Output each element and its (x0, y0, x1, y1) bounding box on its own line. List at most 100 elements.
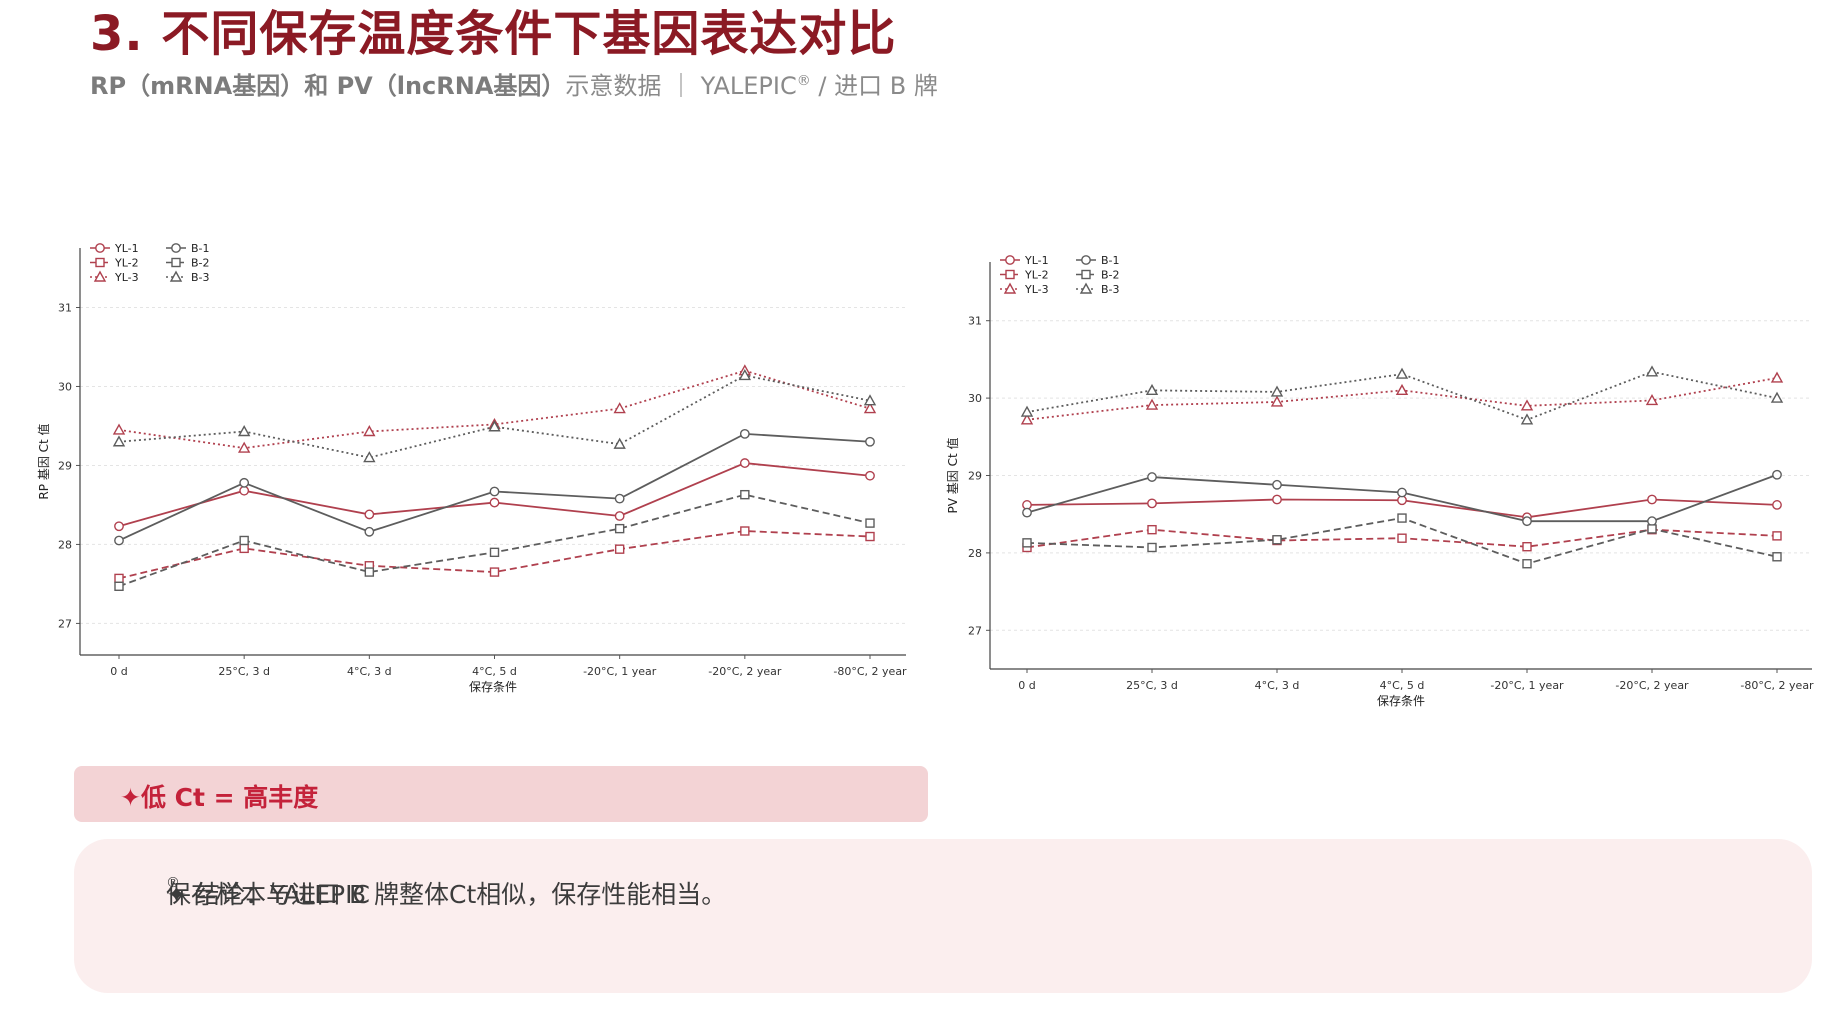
x-tick-label: -20°C, 2 year (1615, 679, 1689, 692)
y-tick-label: 29 (968, 470, 982, 483)
data-point (1647, 494, 1657, 505)
x-tick-label: -80°C, 2 year (1740, 679, 1814, 692)
y-tick-label: 28 (968, 547, 982, 560)
page-subtitle: RP（mRNA基因）和 PV（lncRNA基因）示意数据 ｜ YALEPIC® … (90, 66, 938, 101)
series-b-1 (1022, 469, 1782, 527)
x-axis-label: 保存条件 (469, 680, 517, 694)
series-b-3 (112, 368, 877, 463)
y-tick-label: 30 (968, 392, 982, 405)
data-point (1645, 393, 1659, 406)
data-point (1020, 405, 1034, 417)
data-point (865, 470, 875, 481)
data-point (613, 402, 626, 414)
data-point (489, 497, 500, 508)
data-point (1272, 494, 1282, 505)
legend-marker (95, 243, 105, 253)
legend-label: YL-3 (1024, 283, 1049, 296)
y-tick-label: 31 (968, 315, 982, 328)
x-tick-label: 4°C, 3 d (1255, 679, 1300, 692)
data-point (740, 526, 750, 536)
x-tick-label: -20°C, 1 year (583, 665, 657, 678)
data-point (1272, 479, 1282, 490)
pv-ct-line-chart: 27 28 29 30 31 0 d 25°C, 3 d 4°C, 3 d 4°C, 5 d -2… (945, 254, 1814, 708)
y-tick-label: 27 (968, 624, 982, 637)
data-point (614, 511, 625, 521)
series-yl-3 (112, 364, 877, 453)
subtitle-genes: RP（mRNA基因）和 PV（lncRNA基因） (90, 72, 566, 100)
series-b-2 (114, 489, 875, 591)
y-tick-label: 30 (58, 380, 72, 393)
data-point (114, 535, 124, 546)
data-point (1520, 399, 1534, 411)
legend-label: B-2 (1101, 269, 1120, 282)
data-point (112, 423, 126, 435)
data-point (488, 420, 501, 432)
data-point (363, 425, 376, 437)
data-point (112, 435, 126, 447)
data-point (1395, 383, 1409, 396)
data-point (1270, 385, 1284, 397)
x-tick-label: 4°C, 3 d (347, 665, 392, 678)
legend-label: B-3 (1101, 283, 1120, 296)
legend-marker (171, 257, 181, 268)
low-ct-callout: ✦低 Ct = 高丰度 (74, 766, 928, 822)
data-point (1770, 391, 1784, 403)
data-point (739, 458, 750, 468)
data-point (237, 441, 251, 453)
data-point (1772, 531, 1782, 541)
y-tick-label: 29 (58, 459, 72, 472)
data-point (1647, 524, 1657, 534)
data-point (739, 428, 750, 439)
data-point (1397, 513, 1407, 523)
legend-label: YL-2 (114, 257, 139, 270)
legend-marker (1005, 255, 1015, 265)
legend-marker (1081, 255, 1091, 265)
subtitle-mid: 示意数据 ｜ YALEPIC (565, 72, 797, 100)
data-point (1147, 472, 1157, 482)
data-point (114, 521, 124, 532)
data-point (114, 581, 124, 591)
data-point (237, 425, 251, 437)
conclusion-prefix: ✦ 结论：YALEPIC (166, 880, 370, 909)
data-point (239, 477, 250, 488)
legend-label: YL-1 (114, 242, 139, 255)
y-tick-label: 28 (58, 538, 72, 551)
series-yl-3 (1020, 371, 1784, 425)
conclusion-box: ✦ 结论：YALEPIC ® 保存样本与进口 B 牌整体Ct相似，保存性能相当。 (74, 839, 1812, 993)
data-point (239, 485, 250, 496)
y-tick-label: 27 (58, 617, 72, 630)
x-axis-label: 保存条件 (1377, 694, 1425, 708)
low-ct-callout-text: ✦低 Ct = 高丰度 (120, 783, 319, 812)
data-point (1770, 371, 1784, 383)
data-point (239, 543, 249, 554)
legend-marker (95, 257, 105, 268)
legend-marker (1081, 269, 1091, 280)
legend-marker (1005, 269, 1015, 280)
x-tick-label: -20°C, 1 year (1490, 679, 1564, 692)
data-point (1772, 469, 1782, 480)
x-tick-label: 25°C, 3 d (218, 665, 270, 678)
data-point (1522, 516, 1532, 527)
data-point (740, 489, 750, 500)
y-tick-label: 31 (58, 301, 72, 314)
data-point (114, 573, 124, 584)
legend-marker (171, 243, 181, 253)
data-point (1272, 535, 1282, 545)
data-point (738, 368, 752, 381)
x-tick-label: -20°C, 2 year (708, 665, 782, 678)
series-line (1026, 370, 1778, 421)
conclusion-registered-mark: ® (166, 875, 180, 891)
series-yl-2 (1022, 524, 1782, 553)
data-point (1022, 507, 1032, 518)
data-point (865, 436, 875, 447)
subtitle-registered-mark: ® (796, 73, 811, 89)
data-point (363, 451, 376, 463)
conclusion-suffix: 保存样本与进口 B 牌整体Ct相似，保存性能相当。 (166, 880, 727, 909)
data-point (1147, 524, 1157, 535)
data-point (1397, 487, 1407, 498)
x-tick-label: 4°C, 5 d (472, 665, 517, 678)
data-point (1520, 413, 1534, 425)
pv-chart-body: 27 28 29 30 31 0 d 25°C, 3 d 4°C, 3 d 4°C, 5 d -2… (945, 254, 1814, 708)
data-point (1645, 365, 1659, 377)
data-point (489, 567, 500, 577)
